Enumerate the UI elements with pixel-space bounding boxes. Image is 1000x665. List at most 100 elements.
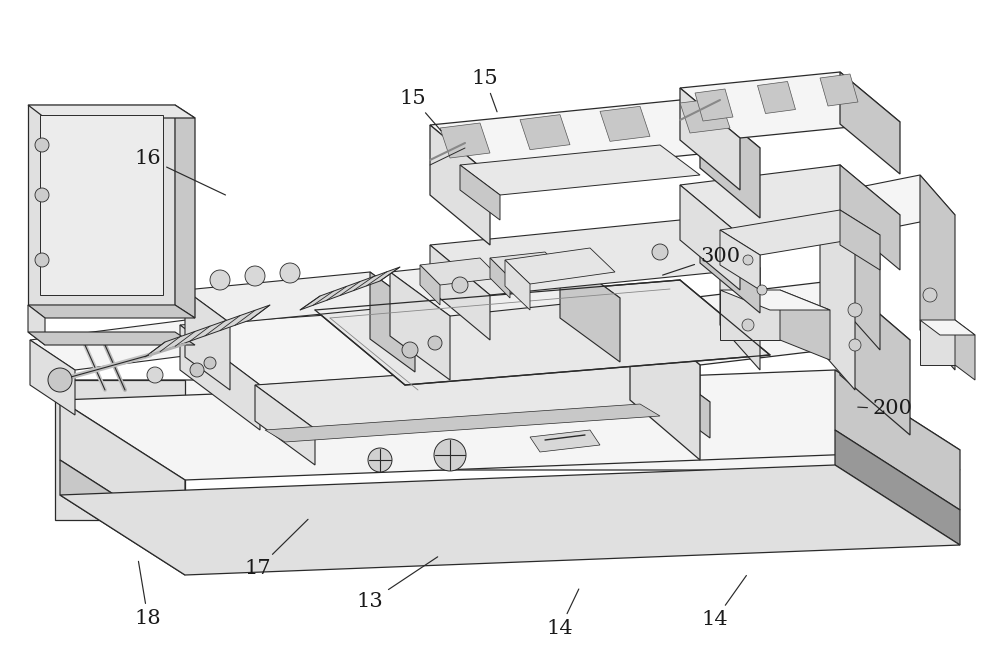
Polygon shape [720,290,830,310]
Polygon shape [390,254,620,316]
Polygon shape [315,280,770,385]
Polygon shape [490,258,510,298]
Text: 300: 300 [663,247,740,275]
Text: 15: 15 [400,89,441,131]
Polygon shape [680,98,730,133]
Polygon shape [720,185,760,370]
Circle shape [35,138,49,152]
Circle shape [210,270,230,290]
Circle shape [757,285,767,295]
Polygon shape [920,320,975,335]
Polygon shape [680,88,740,190]
Polygon shape [630,280,910,365]
Polygon shape [720,290,780,340]
Polygon shape [390,272,450,380]
Polygon shape [530,430,600,452]
Polygon shape [430,125,490,245]
Polygon shape [430,98,760,175]
Polygon shape [28,105,195,118]
Polygon shape [30,340,75,415]
Polygon shape [440,123,490,158]
Polygon shape [600,106,650,142]
Polygon shape [430,245,490,340]
Circle shape [402,342,418,358]
Polygon shape [60,460,185,575]
Polygon shape [55,380,960,470]
Polygon shape [758,82,795,114]
Polygon shape [720,165,880,230]
Polygon shape [490,252,565,278]
Circle shape [428,336,442,350]
Polygon shape [60,465,960,575]
Text: 13: 13 [357,557,438,611]
Polygon shape [700,98,760,218]
Polygon shape [840,165,880,350]
Polygon shape [780,290,830,360]
Polygon shape [695,89,733,121]
Polygon shape [180,325,260,430]
Polygon shape [40,115,163,295]
Circle shape [35,188,49,202]
Polygon shape [185,290,230,390]
Polygon shape [840,165,900,270]
Polygon shape [720,230,760,290]
Polygon shape [28,105,175,305]
Polygon shape [420,258,500,285]
Polygon shape [28,305,45,345]
Circle shape [280,263,300,283]
Circle shape [190,363,204,377]
Polygon shape [225,315,270,390]
Polygon shape [820,175,955,235]
Text: 14: 14 [702,575,746,629]
Circle shape [368,448,392,472]
Circle shape [452,277,468,293]
Polygon shape [460,145,700,195]
Polygon shape [505,248,615,284]
Circle shape [147,367,163,383]
Polygon shape [265,404,660,442]
Polygon shape [920,320,955,365]
Circle shape [48,368,72,392]
Polygon shape [505,260,530,310]
Polygon shape [520,114,570,150]
Polygon shape [840,280,910,435]
Polygon shape [680,72,900,138]
Polygon shape [370,272,415,372]
Polygon shape [720,210,880,255]
Polygon shape [560,254,620,362]
Text: 16: 16 [135,149,225,195]
Polygon shape [840,210,880,270]
Polygon shape [30,315,270,370]
Polygon shape [430,218,760,295]
Circle shape [35,253,49,267]
Polygon shape [700,218,760,313]
Polygon shape [835,430,960,545]
Polygon shape [650,358,710,438]
Text: 17: 17 [245,519,308,578]
Polygon shape [28,305,195,318]
Text: 15: 15 [472,69,498,112]
Polygon shape [28,332,195,345]
Polygon shape [820,74,858,106]
Polygon shape [420,265,440,305]
Polygon shape [630,305,700,460]
Polygon shape [255,385,315,465]
Circle shape [849,339,861,351]
Polygon shape [300,267,400,310]
Polygon shape [955,320,975,380]
Polygon shape [180,295,700,385]
Polygon shape [145,305,270,357]
Circle shape [204,357,216,369]
Polygon shape [55,380,185,520]
Polygon shape [255,358,710,429]
Text: 14: 14 [547,589,579,638]
Polygon shape [840,72,900,174]
Circle shape [552,260,568,276]
Circle shape [434,439,466,471]
Polygon shape [185,272,415,323]
Polygon shape [620,295,700,400]
Circle shape [848,303,862,317]
Text: 18: 18 [135,561,161,628]
Polygon shape [820,195,855,390]
Circle shape [743,255,753,265]
